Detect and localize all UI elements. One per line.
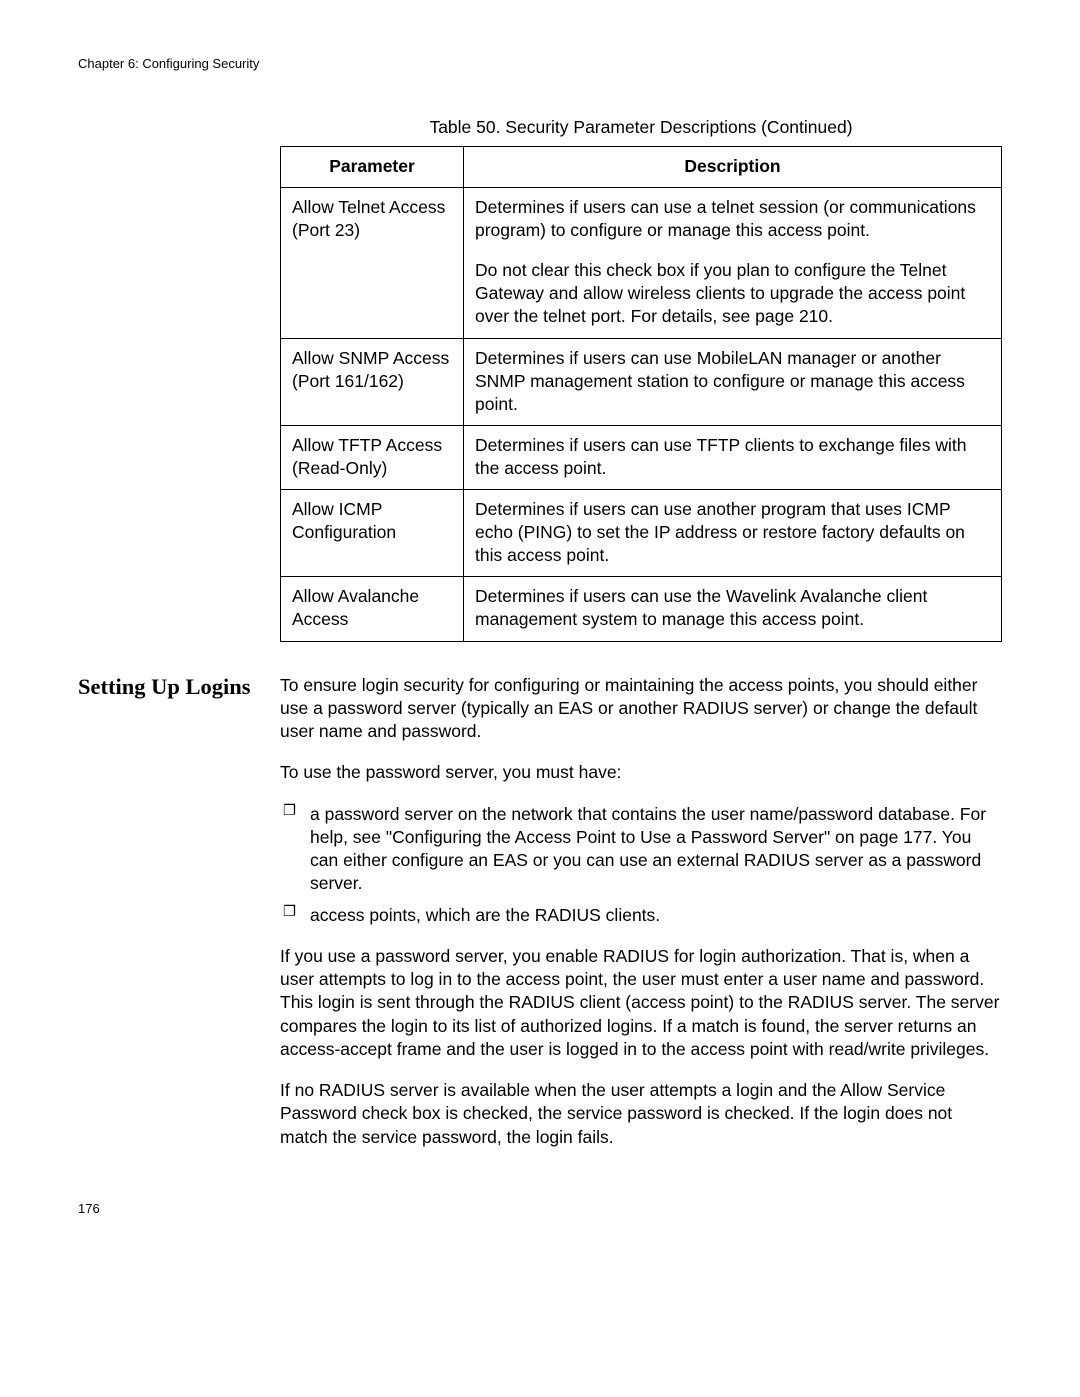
param-cell: Allow ICMP Configuration	[281, 490, 464, 577]
body-paragraph: To use the password server, you must hav…	[280, 761, 1002, 784]
desc-para: Determines if users can use TFTP clients…	[475, 434, 990, 480]
list-item: a password server on the network that co…	[280, 803, 1002, 896]
body-paragraph: If no RADIUS server is available when th…	[280, 1079, 1002, 1149]
table-row: Allow Telnet Access (Port 23) Determines…	[281, 188, 1002, 338]
table-row: Allow SNMP Access (Port 161/162) Determi…	[281, 338, 1002, 425]
desc-cell: Determines if users can use MobileLAN ma…	[464, 338, 1002, 425]
param-cell: Allow Avalanche Access	[281, 577, 464, 641]
security-parameters-table: Parameter Description Allow Telnet Acces…	[280, 146, 1002, 642]
page-number: 176	[78, 1201, 1002, 1216]
table-row: Allow Avalanche Access Determines if use…	[281, 577, 1002, 641]
list-item: access points, which are the RADIUS clie…	[280, 904, 1002, 927]
desc-cell: Determines if users can use another prog…	[464, 490, 1002, 577]
param-cell: Allow Telnet Access (Port 23)	[281, 188, 464, 338]
section-heading-setting-up-logins: Setting Up Logins	[78, 674, 268, 700]
table-row: Allow ICMP Configuration Determines if u…	[281, 490, 1002, 577]
desc-para: Do not clear this check box if you plan …	[475, 259, 990, 328]
desc-para: Determines if users can use another prog…	[475, 498, 990, 567]
column-header-parameter: Parameter	[281, 147, 464, 188]
body-paragraph: If you use a password server, you enable…	[280, 945, 1002, 1061]
table-caption: Table 50. Security Parameter Description…	[280, 117, 1002, 138]
param-cell: Allow SNMP Access (Port 161/162)	[281, 338, 464, 425]
desc-cell: Determines if users can use TFTP clients…	[464, 425, 1002, 489]
body-paragraph: To ensure login security for configuring…	[280, 674, 1002, 744]
desc-para: Determines if users can use MobileLAN ma…	[475, 347, 990, 416]
desc-para: Determines if users can use a telnet ses…	[475, 196, 990, 242]
param-cell: Allow TFTP Access (Read-Only)	[281, 425, 464, 489]
column-header-description: Description	[464, 147, 1002, 188]
desc-cell: Determines if users can use the Wavelink…	[464, 577, 1002, 641]
bullet-list: a password server on the network that co…	[280, 803, 1002, 927]
desc-cell: Determines if users can use a telnet ses…	[464, 188, 1002, 338]
table-row: Allow TFTP Access (Read-Only) Determines…	[281, 425, 1002, 489]
chapter-header: Chapter 6: Configuring Security	[78, 56, 1002, 71]
desc-para: Determines if users can use the Wavelink…	[475, 585, 990, 631]
